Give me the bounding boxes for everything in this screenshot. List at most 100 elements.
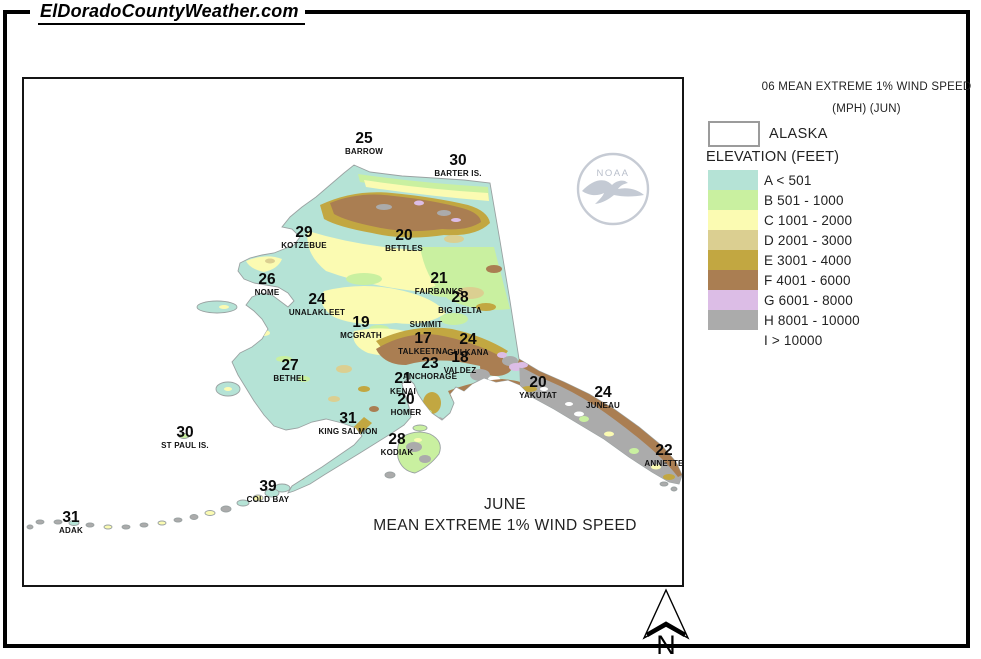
station-kotzebue: 29 KOTZEBUE — [281, 225, 327, 250]
elevation-swatch-h — [708, 310, 758, 330]
noaa-circle — [576, 152, 650, 226]
elevation-swatch-i — [708, 330, 758, 350]
noaa-bird-icon — [582, 180, 644, 204]
station-name: VALDEZ — [443, 365, 477, 375]
station-value: 19 — [352, 314, 370, 331]
alaska-elevation-map — [26, 164, 682, 530]
station-unalakleet: 24 UNALAKLEET — [289, 292, 345, 317]
station-value: 29 — [295, 224, 313, 241]
elevation-swatch-f — [708, 270, 758, 290]
station-value: 24 — [308, 291, 326, 308]
elevation-class-label: C 1001 - 2000 — [764, 212, 853, 228]
legend-row: E 3001 - 4000 — [708, 250, 860, 270]
map-title: JUNE MEAN EXTREME 1% WIND SPEED — [373, 495, 637, 537]
station-name: JUNEAU — [585, 400, 621, 410]
legend-title-line2: (MPH) (JUN) — [832, 103, 901, 115]
elevation-class-label: G 6001 - 8000 — [764, 292, 853, 308]
station-value: 20 — [529, 374, 547, 391]
legend: 06 MEAN EXTREME 1% WIND SPEED (MPH) (JUN… — [700, 0, 981, 659]
station-name: ADAK — [59, 525, 83, 535]
station-name: KOTZEBUE — [281, 240, 327, 250]
station-barter-is: 30 BARTER IS. — [434, 153, 481, 178]
station-talkeetna: 17 TALKEETNA — [398, 331, 448, 356]
north-label: N — [656, 630, 676, 658]
islands — [26, 300, 678, 530]
map-frame: NOAA 25 BARROW 30 BARTER IS. 29 KOTZEBUE 20 BET… — [22, 77, 684, 587]
station-name: MCGRATH — [340, 330, 382, 340]
alaska-swatch — [708, 121, 760, 147]
station-name: BETHEL — [273, 373, 307, 383]
station-kodiak: 28 KODIAK — [381, 432, 414, 457]
station-value: 28 — [388, 431, 406, 448]
station-value: 28 — [451, 289, 469, 306]
legend-alaska-row: ALASKA — [708, 121, 828, 147]
legend-row: F 4001 - 6000 — [708, 270, 860, 290]
legend-row: H 8001 - 10000 — [708, 310, 860, 330]
legend-row: B 501 - 1000 — [708, 190, 860, 210]
elevation-swatch-e — [708, 250, 758, 270]
station-name: KODIAK — [380, 447, 414, 457]
station-name: BARROW — [344, 146, 384, 156]
station-value: 24 — [594, 384, 612, 401]
station-annette: 22 ANNETTE — [644, 443, 683, 468]
elevation-swatch-g — [708, 290, 758, 310]
station-value: 31 — [339, 410, 357, 427]
legend-row: G 6001 - 8000 — [708, 290, 860, 310]
elevation-class-label: E 3001 - 4000 — [764, 252, 852, 268]
station-value: 20 — [397, 391, 415, 408]
legend-row: D 2001 - 3000 — [708, 230, 860, 250]
station-yakutat: 20 YAKUTAT — [519, 375, 557, 400]
station-bethel: 27 BETHEL — [273, 358, 306, 383]
map-title-line2: MEAN EXTREME 1% WIND SPEED — [373, 516, 637, 534]
station-value: 21 — [430, 270, 448, 287]
station-value: 24 — [459, 331, 477, 348]
elevation-swatch-c — [708, 210, 758, 230]
station-name: BIG DELTA — [438, 305, 482, 315]
elevation-class-label: F 4001 - 6000 — [764, 272, 851, 288]
station-fairbanks: 21 FAIRBANKS — [415, 271, 463, 296]
station-layer: 25 BARROW 30 BARTER IS. 29 KOTZEBUE 20 BETTLES 2… — [24, 79, 683, 585]
station-value: 27 — [281, 357, 299, 374]
station-value: 30 — [449, 152, 467, 169]
legend-row: C 1001 - 2000 — [708, 210, 860, 230]
station-name: UNALAKLEET — [288, 307, 346, 317]
station-gulkana: 24 GULKANA — [447, 332, 488, 357]
station-value: 26 — [258, 271, 276, 288]
station-name: KING SALMON — [318, 426, 378, 436]
elevation-swatch-d — [708, 230, 758, 250]
station-bettles: 20 BETTLES — [385, 228, 423, 253]
station-cold-bay: 39 COLD BAY — [247, 479, 290, 504]
station-name: ANNETTE — [644, 458, 684, 468]
elevation-class-label: H 8001 - 10000 — [764, 312, 860, 328]
legend-row: A < 501 — [708, 170, 860, 190]
station-name: HOMER — [390, 407, 422, 417]
station-value: 23 — [421, 355, 439, 372]
station-name: KENAI — [390, 386, 416, 396]
station-value: 21 — [394, 370, 412, 387]
station-kenai: 21 KENAI — [390, 371, 416, 396]
station-big-delta: 28 BIG DELTA — [438, 290, 482, 315]
elevation-swatch-a — [708, 170, 758, 190]
station-name: NOME — [254, 287, 280, 297]
station-king-salmon: 31 KING SALMON — [318, 411, 377, 436]
station-value: 18 — [451, 349, 469, 366]
north-arrow-icon: N — [642, 588, 690, 658]
noaa-text: NOAA — [597, 168, 630, 179]
station-barrow: 25 BARROW — [345, 131, 383, 156]
station-mcgrath: 19 MCGRATH — [340, 315, 382, 340]
station-name: FAIRBANKS — [414, 286, 464, 296]
site-title: ElDoradoCountyWeather.com — [38, 1, 305, 25]
map-title-line1: JUNE — [483, 496, 527, 513]
station-adak: 31 ADAK — [59, 510, 83, 535]
station-st-paul-is: 30 ST PAUL IS. — [161, 425, 209, 450]
elevation-class-label: D 2001 - 3000 — [764, 232, 853, 248]
station-name: BARTER IS. — [434, 168, 482, 178]
elevation-heading: ELEVATION (FEET) — [706, 149, 840, 165]
station-valdez: 18 VALDEZ — [444, 350, 477, 375]
station-value: 31 — [62, 509, 80, 526]
station-juneau: 24 JUNEAU — [586, 385, 620, 410]
elevation-class-label: A < 501 — [764, 172, 812, 188]
station-name: TALKEETNA — [398, 346, 448, 356]
station-name: ANCHORAGE — [402, 371, 458, 381]
